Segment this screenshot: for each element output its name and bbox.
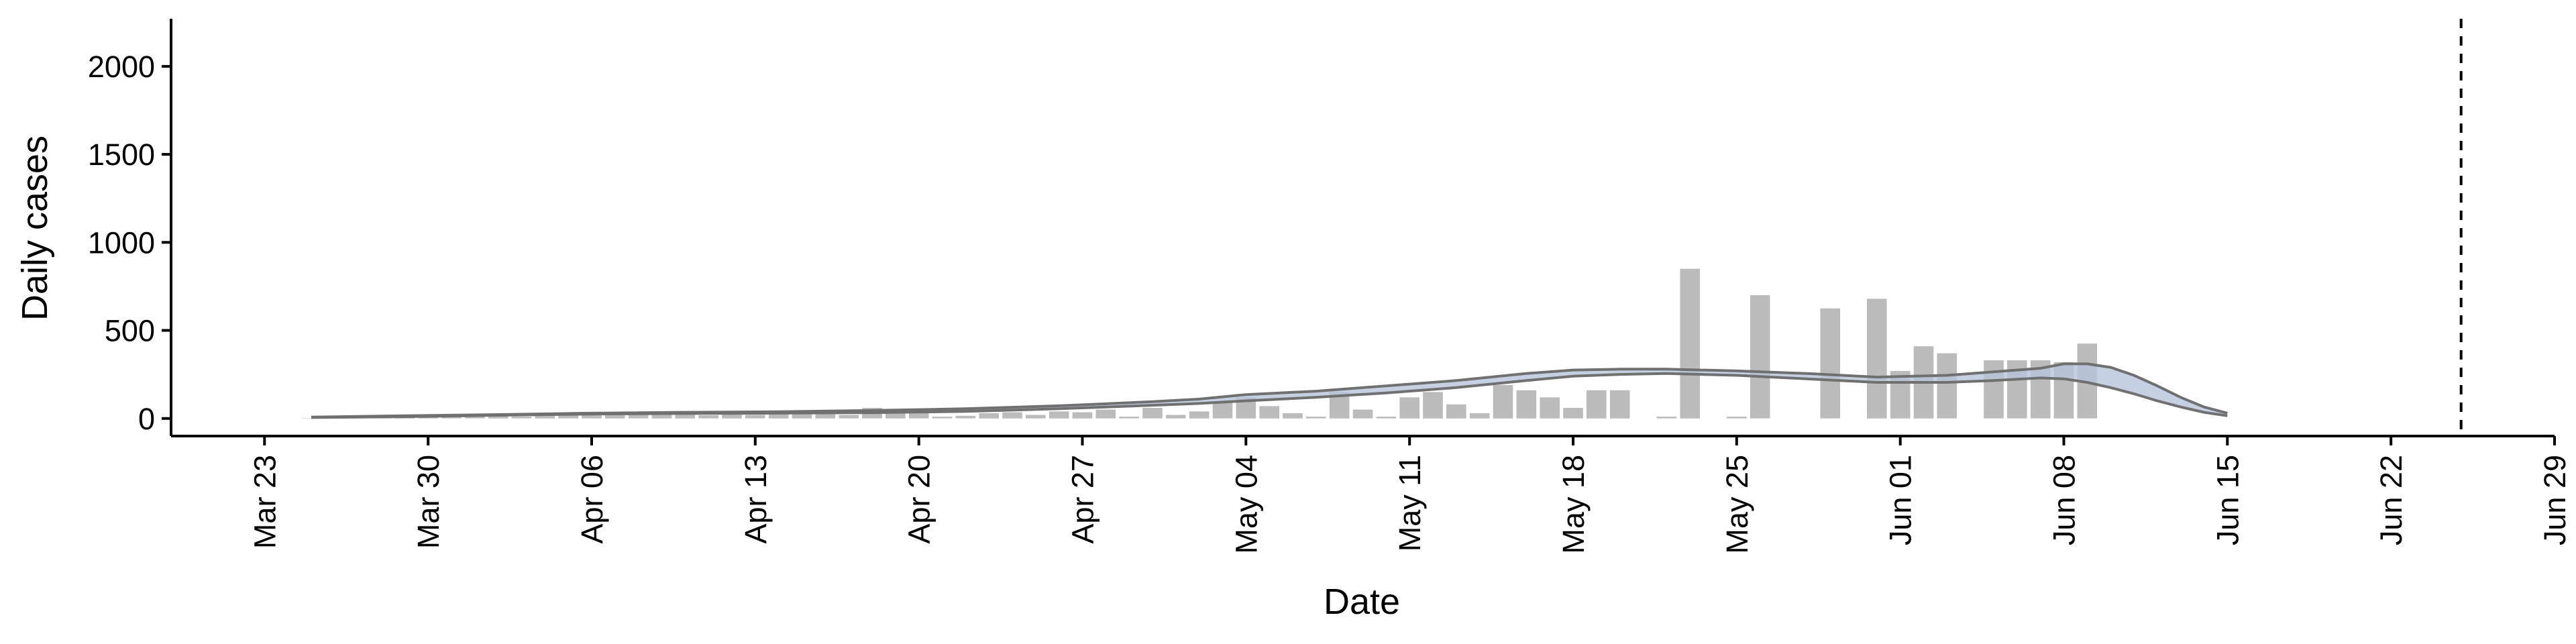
bar	[441, 417, 462, 419]
bars-layer	[301, 268, 2098, 419]
bar	[1352, 409, 1373, 419]
bar	[1609, 390, 1630, 419]
bar	[511, 417, 532, 419]
bar	[1587, 390, 1607, 419]
bar	[1026, 415, 1046, 419]
bar	[1563, 408, 1583, 419]
y-tick-label: 500	[105, 314, 155, 348]
series-lower-line	[311, 372, 2228, 419]
y-tick-label: 1000	[88, 225, 155, 260]
x-tick-label: Jun 01	[1884, 455, 1918, 545]
bar	[1002, 412, 1022, 419]
x-tick-label: Jun 29	[2538, 455, 2572, 545]
bar	[1189, 411, 1210, 419]
x-tick-label: Apr 27	[1066, 455, 1100, 544]
bar	[1516, 390, 1537, 419]
bar	[1493, 384, 1513, 419]
y-tick-label: 1500	[88, 138, 155, 172]
x-tick-label: May 25	[1720, 455, 1754, 554]
bar	[1283, 413, 1303, 419]
x-tick-label: Apr 06	[575, 455, 609, 544]
bar	[1937, 353, 1957, 419]
x-tick-label: Mar 30	[411, 455, 445, 549]
series-upper-line	[311, 362, 2228, 419]
bar	[1095, 409, 1116, 419]
bar	[605, 414, 625, 419]
bar	[651, 414, 672, 419]
bar	[1166, 415, 1186, 419]
bar	[698, 415, 718, 419]
y-tick-label: 0	[138, 402, 155, 436]
bar	[535, 416, 555, 419]
x-tick-label: Apr 13	[739, 455, 773, 544]
bar	[1423, 392, 1443, 419]
bar	[1867, 299, 1887, 419]
bar	[488, 416, 508, 419]
bar	[932, 417, 953, 419]
bar	[1984, 360, 2004, 419]
bar	[979, 413, 999, 419]
bar	[1656, 417, 1677, 419]
bar	[418, 417, 438, 419]
band-layer	[311, 362, 2228, 419]
bar	[955, 415, 976, 419]
bar	[839, 415, 859, 419]
bar	[628, 415, 649, 419]
y-tick-label: 2000	[88, 50, 155, 84]
bar	[1212, 402, 1233, 419]
bar	[558, 415, 578, 419]
x-tick-label: May 11	[1393, 455, 1427, 551]
bar	[1750, 295, 1770, 419]
bar	[1469, 413, 1490, 419]
bar	[1306, 417, 1326, 419]
x-tick-label: May 04	[1229, 455, 1263, 554]
x-tick-label: Jun 08	[2047, 455, 2082, 545]
bar	[1446, 404, 1466, 419]
bar	[1142, 408, 1163, 419]
bar	[745, 415, 765, 419]
bar	[1119, 417, 1139, 419]
bar	[675, 415, 696, 419]
bar	[885, 411, 906, 419]
bar	[815, 412, 836, 419]
bar	[1259, 406, 1279, 419]
y-axis-title: Daily cases	[15, 136, 55, 321]
bar	[792, 413, 812, 419]
x-tick-label: May 18	[1556, 455, 1591, 554]
bar	[1072, 412, 1093, 419]
bar	[582, 415, 602, 419]
y-axis-ticks: 0 500 1000 1500 2000	[88, 50, 171, 436]
bar	[768, 411, 789, 419]
bar	[465, 416, 485, 419]
bar	[1540, 397, 1560, 419]
bar	[1820, 308, 1840, 419]
bar	[722, 413, 742, 419]
x-axis-title: Date	[1324, 582, 1400, 622]
x-tick-label: Mar 23	[248, 455, 282, 549]
x-tick-label: Jun 15	[2210, 455, 2245, 545]
bar	[1376, 417, 1397, 419]
bar	[1727, 417, 1747, 419]
bar	[1399, 397, 1419, 419]
x-tick-label: Apr 20	[902, 455, 936, 544]
x-tick-label: Jun 22	[2374, 455, 2408, 545]
bar	[1049, 411, 1069, 419]
bar	[1680, 268, 1700, 419]
x-axis-ticks: Mar 23 Mar 30 Apr 06 Apr 13 Apr 20 Apr 27 May …	[248, 436, 2572, 554]
bar	[301, 418, 321, 419]
